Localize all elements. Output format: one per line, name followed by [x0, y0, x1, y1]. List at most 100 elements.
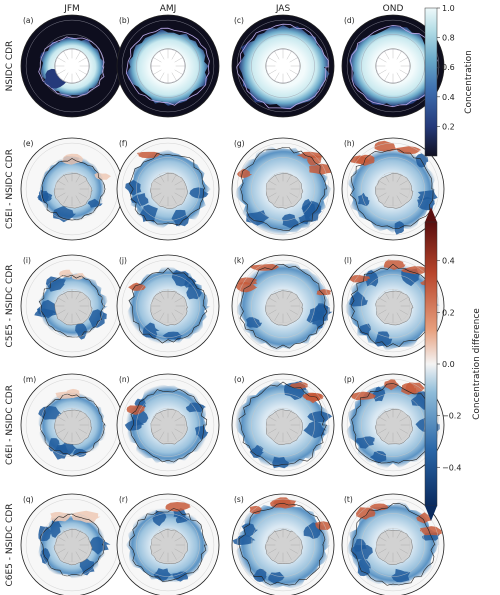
- negative-bias-patch: [79, 558, 95, 576]
- negative-bias-patch: [303, 420, 327, 439]
- negative-bias-patch: [75, 323, 88, 340]
- negative-bias-patch: [152, 510, 167, 527]
- negative-bias-patch: [130, 193, 149, 207]
- panel-label: (b): [119, 16, 130, 25]
- graticule: [236, 259, 330, 353]
- ice-edge-contour: [350, 503, 436, 586]
- panel-l: (l): [341, 254, 445, 358]
- graticule: [346, 259, 440, 353]
- ice-edge-contour: [238, 381, 327, 467]
- antarctica-land: [54, 290, 93, 326]
- negative-bias-patch: [307, 411, 333, 423]
- positive-bias-patch: [350, 155, 370, 164]
- panel-label: (d): [344, 16, 355, 25]
- concentration-tick-label: 0.2: [442, 122, 455, 131]
- positive-bias-patch: [400, 266, 429, 275]
- panel-label: (i): [23, 256, 31, 265]
- negative-bias-patch: [282, 213, 299, 228]
- ice-edge-contour: [128, 508, 208, 582]
- panel-label: (r): [119, 495, 128, 504]
- negative-bias-patch: [50, 518, 62, 538]
- ice-edge-contour: [351, 383, 437, 464]
- panel-label: (t): [344, 495, 353, 504]
- graticule: [121, 142, 215, 236]
- concentration-colorbar: 0.2 0.4 0.6 0.8 1.0 Concentration: [424, 4, 474, 157]
- row-label-2: C5E5 - NSIDC CDR: [5, 264, 15, 347]
- panel-label: (p): [344, 375, 355, 384]
- negative-bias-patch: [358, 192, 370, 207]
- panel-g: (g): [231, 137, 335, 241]
- difference-tick-label: −0.2: [442, 412, 461, 421]
- negative-bias-patch: [153, 568, 173, 581]
- graticule: [236, 498, 330, 592]
- negative-bias-patch: [185, 402, 207, 413]
- row-labels: NSIDC CDR C5EI - NSIDC CDR C5E5 - NSIDC CD…: [5, 41, 15, 587]
- concentration-colorbar-label: Concentration: [464, 50, 474, 114]
- ice-edge-contour: [40, 393, 106, 457]
- panel-border: [341, 14, 445, 118]
- graticule: [236, 378, 330, 472]
- positive-bias-patch: [395, 146, 422, 155]
- row-label-4: C6E5 - NSIDC CDR: [5, 503, 15, 586]
- ice-edge-contour: [128, 267, 208, 344]
- antarctica-land: [265, 48, 301, 84]
- difference-colorbar-max-extend: [425, 207, 437, 222]
- negative-bias-patch: [36, 299, 59, 319]
- graticule: [121, 378, 215, 472]
- panel-q: (q): [20, 493, 124, 595]
- ice-edge-contour: [129, 152, 206, 226]
- concentration-colorbar-ticks: 0.2 0.4 0.6 0.8 1.0: [437, 4, 455, 131]
- panel-label: (g): [234, 139, 245, 148]
- difference-tick-label: 0.4: [442, 257, 455, 266]
- concentration-tick-label: 0.4: [442, 93, 455, 102]
- column-header-jfm: JFM: [63, 4, 80, 14]
- ice-edge-contour: [350, 263, 436, 348]
- panel-border: [231, 254, 335, 358]
- positive-bias-patch: [347, 275, 370, 283]
- negative-bias-patch: [142, 322, 160, 339]
- graticule: [346, 142, 440, 236]
- row-label-1: C5EI - NSIDC CDR: [5, 149, 15, 229]
- row-label-3: C6EI - NSIDC CDR: [5, 385, 15, 465]
- antarctica-land: [53, 528, 93, 566]
- positive-bias-patch: [71, 273, 87, 280]
- difference-colorbar-min-extend: [425, 506, 437, 521]
- negative-bias-patch: [37, 192, 53, 202]
- panel-label: (k): [234, 256, 244, 265]
- panel-label: (e): [23, 139, 34, 148]
- antarctica-land: [54, 48, 90, 84]
- antarctica-land: [53, 172, 93, 209]
- difference-tick-label: 0.2: [442, 308, 455, 317]
- negative-bias-patch: [140, 204, 158, 223]
- positive-bias-patch: [249, 505, 263, 515]
- negative-bias-patch: [52, 205, 76, 223]
- difference-colorbar-bar: [424, 221, 438, 507]
- graticule: [236, 19, 330, 113]
- panel-s: (s): [231, 493, 335, 595]
- graticule: [346, 378, 440, 472]
- negative-bias-patch: [38, 525, 52, 542]
- panel-label: (o): [234, 375, 245, 384]
- ice-edge-contour: [236, 23, 329, 110]
- antarctica-land: [265, 290, 304, 327]
- panel-border: [341, 493, 445, 595]
- panel-border: [341, 137, 445, 241]
- panel-label: (l): [344, 256, 352, 265]
- concentration-tick-label: 0.6: [442, 63, 455, 72]
- ice-edge-contour: [240, 147, 327, 231]
- negative-bias-patch: [357, 558, 372, 577]
- panel-border: [116, 14, 220, 118]
- graticule: [346, 498, 440, 592]
- ice-edge-contour: [39, 513, 105, 577]
- map-panels: (a) (b) (c) (d) (e) (f) (g) (h) (i) (j) (k) (l) (m) (…: [20, 14, 445, 595]
- panel-label: (h): [344, 139, 355, 148]
- panel-h: (h): [341, 137, 445, 241]
- panel-border: [231, 493, 335, 595]
- negative-bias-patch: [72, 448, 88, 457]
- ice-edge-contour: [41, 158, 106, 221]
- negative-bias-patch: [45, 276, 66, 292]
- negative-bias-patch: [194, 425, 209, 440]
- panel-label: (m): [23, 375, 36, 384]
- concentration-tick-label: 1.0: [442, 4, 455, 13]
